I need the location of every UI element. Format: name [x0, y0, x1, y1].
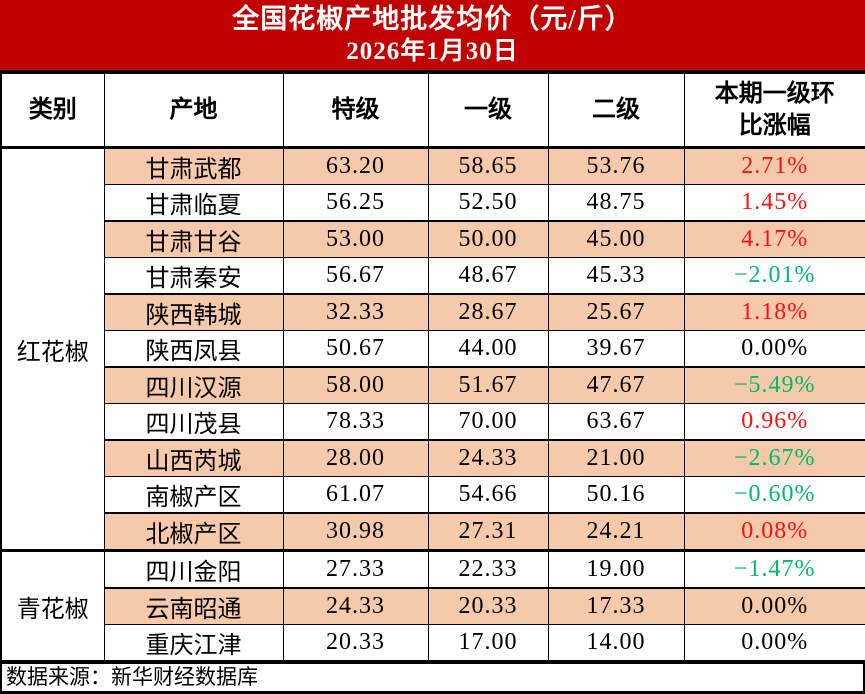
price-special-cell: 63.20 — [282, 146, 429, 185]
origin-cell: 云南昭通 — [103, 587, 284, 625]
price-special-cell: 32.33 — [282, 293, 429, 331]
price-special-cell: 50.67 — [282, 330, 429, 368]
price-special-cell: 61.07 — [282, 476, 429, 514]
origin-cell: 山西芮城 — [103, 439, 284, 477]
origin-cell: 重庆江津 — [103, 624, 284, 661]
origin-cell: 四川汉源 — [103, 366, 284, 404]
page-title: 全国花椒产地批发均价（元/斤） — [232, 4, 633, 34]
price-first-cell: 22.33 — [427, 549, 549, 589]
price-first-cell: 24.33 — [427, 439, 549, 477]
origin-cell: 四川茂县 — [103, 403, 284, 441]
change-cell: −0.60% — [683, 476, 865, 514]
change-cell: 0.00% — [683, 587, 865, 625]
price-second-cell: 50.16 — [547, 476, 685, 514]
origin-cell: 甘肃秦安 — [103, 257, 284, 295]
table-row: 甘肃秦安 56.67 48.67 45.33 −2.01% — [1, 257, 865, 295]
price-first-cell: 17.00 — [427, 624, 549, 661]
price-first-cell: 27.31 — [427, 512, 549, 551]
price-first-cell: 50.00 — [427, 220, 549, 258]
table-row: 陕西韩城 32.33 28.67 25.67 1.18% — [1, 293, 865, 331]
price-first-cell: 51.67 — [427, 366, 549, 404]
table-row: 红花椒 甘肃武都 63.20 58.65 53.76 2.71% — [0, 146, 865, 551]
price-special-cell: 24.33 — [282, 587, 429, 625]
price-special-cell: 28.00 — [282, 439, 429, 477]
price-first-cell: 20.33 — [427, 587, 549, 625]
col-header-special-grade: 特级 — [282, 71, 429, 149]
table-row: 四川茂县 78.33 70.00 63.67 0.96% — [1, 403, 865, 441]
table-row: 甘肃临夏 56.25 52.50 48.75 1.45% — [1, 184, 865, 222]
table-row: 重庆江津 20.33 17.00 14.00 0.00% — [1, 624, 865, 661]
price-first-cell: 70.00 — [427, 403, 549, 441]
table-row: 北椒产区 30.98 27.31 24.21 0.08% — [1, 512, 865, 551]
price-second-cell: 45.00 — [547, 220, 685, 258]
table-row: 陕西凤县 50.67 44.00 39.67 0.00% — [1, 330, 865, 368]
origin-cell: 甘肃甘谷 — [103, 220, 284, 258]
price-second-cell: 17.33 — [547, 587, 685, 625]
price-second-cell: 39.67 — [547, 330, 685, 368]
price-second-cell: 25.67 — [547, 293, 685, 331]
table-row: 南椒产区 61.07 54.66 50.16 −0.60% — [1, 476, 865, 514]
price-special-cell: 58.00 — [282, 366, 429, 404]
origin-cell: 甘肃临夏 — [103, 184, 284, 222]
price-first-cell: 54.66 — [427, 476, 549, 514]
table-row: 云南昭通 24.33 20.33 17.33 0.00% — [1, 587, 865, 625]
price-second-cell: 53.76 — [547, 146, 685, 185]
price-first-cell: 58.65 — [427, 146, 549, 185]
price-special-cell: 78.33 — [282, 403, 429, 441]
col-header-change: 本期一级环 比涨幅 — [683, 71, 865, 149]
price-first-cell: 48.67 — [427, 257, 549, 295]
price-second-cell: 45.33 — [547, 257, 685, 295]
origin-cell: 四川金阳 — [103, 549, 284, 589]
change-cell: −5.49% — [683, 366, 865, 404]
price-special-cell: 53.00 — [282, 220, 429, 258]
price-second-cell: 24.21 — [547, 512, 685, 551]
price-first-cell: 44.00 — [427, 330, 549, 368]
col-header-category: 类别 — [0, 71, 105, 149]
change-cell: 0.08% — [683, 512, 865, 551]
col-header-first-grade: 一级 — [427, 71, 549, 149]
title-banner: 全国花椒产地批发均价（元/斤） 2026年1月30日 — [0, 0, 865, 70]
data-source: 数据来源：新华财经数据库 — [0, 661, 865, 694]
header-row: 类别 产地 特级 一级 二级 本期一级环 比涨幅 — [0, 71, 865, 149]
change-cell: 1.18% — [683, 293, 865, 331]
table-row: 青花椒 四川金阳 27.33 22.33 19.00 −1.47% — [0, 549, 865, 661]
price-second-cell: 19.00 — [547, 549, 685, 589]
price-special-cell: 27.33 — [282, 549, 429, 589]
change-cell: 0.00% — [683, 624, 865, 661]
price-second-cell: 48.75 — [547, 184, 685, 222]
origin-cell: 南椒产区 — [103, 476, 284, 514]
price-table: 类别 产地 特级 一级 二级 本期一级环 比涨幅 红花椒 甘肃武都 63.20 … — [0, 70, 865, 661]
change-cell: 2.71% — [683, 146, 865, 185]
price-special-cell: 56.67 — [282, 257, 429, 295]
change-cell: 4.17% — [683, 220, 865, 258]
price-special-cell: 30.98 — [282, 512, 429, 551]
change-cell: 0.00% — [683, 330, 865, 368]
col-header-origin: 产地 — [103, 71, 284, 149]
price-second-cell: 63.67 — [547, 403, 685, 441]
change-cell: −1.47% — [683, 549, 865, 589]
price-first-cell: 52.50 — [427, 184, 549, 222]
price-second-cell: 14.00 — [547, 624, 685, 661]
category-cell-green-pepper: 青花椒 — [0, 549, 105, 661]
price-special-cell: 20.33 — [282, 624, 429, 661]
table-row: 山西芮城 28.00 24.33 21.00 −2.67% — [1, 439, 865, 477]
origin-cell: 陕西韩城 — [103, 293, 284, 331]
origin-cell: 陕西凤县 — [103, 330, 284, 368]
table-row: 甘肃甘谷 53.00 50.00 45.00 4.17% — [1, 220, 865, 258]
origin-cell: 北椒产区 — [103, 512, 284, 551]
change-cell: −2.01% — [683, 257, 865, 295]
change-cell: 0.96% — [683, 403, 865, 441]
change-cell: −2.67% — [683, 439, 865, 477]
table-row: 四川汉源 58.00 51.67 47.67 −5.49% — [1, 366, 865, 404]
price-first-cell: 28.67 — [427, 293, 549, 331]
report-date: 2026年1月30日 — [346, 38, 519, 65]
col-header-second-grade: 二级 — [547, 71, 685, 149]
price-second-cell: 47.67 — [547, 366, 685, 404]
category-cell-red-pepper: 红花椒 — [0, 146, 105, 551]
change-cell: 1.45% — [683, 184, 865, 222]
price-special-cell: 56.25 — [282, 184, 429, 222]
origin-cell: 甘肃武都 — [103, 146, 284, 185]
price-second-cell: 21.00 — [547, 439, 685, 477]
